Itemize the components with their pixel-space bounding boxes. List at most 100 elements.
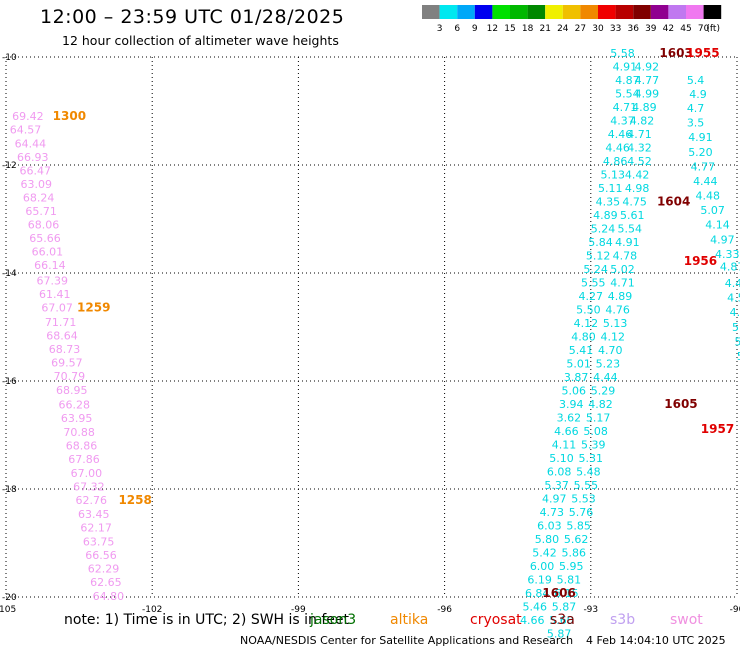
data-label: 62.65 [90, 576, 122, 589]
y-tick-label: -14 [2, 269, 17, 279]
data-label: 5.84 [588, 236, 613, 249]
data-label: 6.03 [537, 520, 562, 533]
satellite-label-swot: swot [670, 612, 703, 628]
data-label: 62.76 [76, 494, 108, 507]
data-label: 5.60 [549, 614, 574, 627]
data-label: 4.87 [615, 74, 640, 87]
data-label: 5.86 [561, 547, 586, 560]
data-label: 5.39 [581, 439, 606, 452]
data-label: 65.71 [25, 205, 57, 218]
data-label: 4.80 [571, 331, 596, 344]
data-label: 4.42 [625, 169, 650, 182]
header-subtitle: 12 hour collection of altimeter wave hei… [62, 33, 339, 48]
data-label: 70.79 [54, 370, 86, 383]
data-label: 5.85 [566, 520, 591, 533]
data-label: 4.12 [600, 331, 625, 344]
legend-swatch [545, 5, 563, 19]
x-tick-label: -102 [142, 605, 162, 615]
data-label: 5.42 [532, 547, 557, 560]
data-label: 5.37 [544, 479, 569, 492]
series-altika: 69.4264.5764.4466.9366.4763.0968.2465.71… [10, 110, 124, 603]
data-label: 4.71 [730, 306, 740, 319]
data-label: 66.14 [34, 259, 66, 272]
data-label: 63.95 [61, 412, 93, 425]
data-label: 63.09 [20, 178, 52, 191]
legend-tick-label: 3 [437, 24, 443, 34]
legend-tick-label: 45 [680, 24, 691, 34]
legend-tick-label: 30 [592, 24, 604, 34]
data-label: 5.01 [566, 358, 591, 371]
y-tick-label: -10 [2, 53, 17, 63]
x-tick-label: -93 [583, 605, 598, 615]
data-label: 4.86 [603, 155, 628, 168]
legend-tick-label: 12 [487, 24, 498, 34]
legend-tick-label: 33 [610, 24, 621, 34]
legend-swatch [686, 5, 704, 19]
legend-tick-label: 70 [698, 24, 710, 34]
data-label: 5.55 [581, 277, 606, 290]
data-label: 69.42 [12, 110, 44, 123]
data-label: 3.5 [687, 117, 705, 130]
data-label: 4.9 [689, 88, 707, 101]
data-label: 67.07 [41, 301, 73, 314]
pass-time-label: 1606 [542, 586, 575, 600]
data-label: 5.14 [737, 350, 740, 363]
data-label: 5.87 [552, 601, 577, 614]
legend-tick-label: 15 [504, 24, 515, 34]
data-label: 5.62 [564, 533, 589, 546]
data-label: 69.57 [51, 356, 83, 369]
data-label: 68.24 [23, 192, 55, 205]
y-tick-label: -18 [2, 485, 17, 495]
x-tick-label: -105 [0, 605, 16, 615]
data-label: 67.86 [68, 453, 100, 466]
legend-tick-label: 36 [627, 24, 639, 34]
pass-time-label: 1605 [664, 397, 697, 411]
data-label: 70.88 [63, 426, 95, 439]
legend-swatch [510, 5, 528, 19]
pass-time-label: 1955 [686, 46, 719, 60]
data-label: 5.24 [583, 263, 608, 276]
data-label: 4.98 [625, 182, 650, 195]
legend-tick-label: 18 [522, 24, 534, 34]
data-label: 68.64 [46, 329, 78, 342]
data-label: 6.00 [530, 560, 555, 573]
legend-swatch [703, 5, 722, 19]
data-label: 66.01 [32, 246, 64, 259]
data-label: 4.12 [574, 317, 599, 330]
data-label: 61.41 [39, 288, 71, 301]
data-label: 68.86 [66, 440, 98, 453]
data-label: 4.91 [688, 131, 713, 144]
data-label: 4.75 [622, 196, 647, 209]
legend-tick-label: 24 [557, 24, 569, 34]
satellite-label-s3a: s3a [550, 612, 575, 628]
data-label: 5.17 [586, 412, 611, 425]
color-legend: 3 6 9 12 15 18 21 24 27 30 33 36 39 42 45 70(ft) [422, 5, 722, 34]
data-label: 4.89 [593, 209, 618, 222]
data-label: 5.50 [576, 304, 601, 317]
data-label: 3.62 [557, 412, 582, 425]
data-label: 68.95 [56, 384, 88, 397]
data-label: 4.33 [715, 248, 740, 261]
series-cyan-track-3: 4.924.774.994.894.824.714.324.524.424.98… [547, 61, 659, 641]
data-label: 4.77 [635, 74, 660, 87]
data-label: 4.52 [627, 155, 652, 168]
pass-time-label: 1956 [684, 254, 717, 268]
legend-swatch [633, 5, 651, 19]
data-label: 67.39 [37, 274, 69, 287]
legend-tick-label: 42 [663, 24, 674, 34]
data-label: 67.32 [73, 481, 105, 494]
pass-time-label: 1957 [701, 422, 734, 436]
data-label: 4.91 [615, 236, 640, 249]
data-label: 5.4 [687, 74, 705, 87]
data-label: 5.54 [615, 88, 640, 101]
legend-tick-label: 6 [454, 24, 460, 34]
data-label: 5.10 [549, 452, 574, 465]
data-label: 5.06 [561, 385, 586, 398]
data-label: 5.24 [591, 223, 616, 236]
data-label: 5.58 [610, 47, 635, 60]
satellite-label-jason3: jason3 [310, 612, 357, 628]
data-label: 5.54 [618, 223, 643, 236]
series-cyan-track-1: 5.44.94.7 3.54.91 5.204.77 4.44 4.485.07 4.14… [687, 74, 740, 378]
data-label: 4.71 [627, 128, 652, 141]
